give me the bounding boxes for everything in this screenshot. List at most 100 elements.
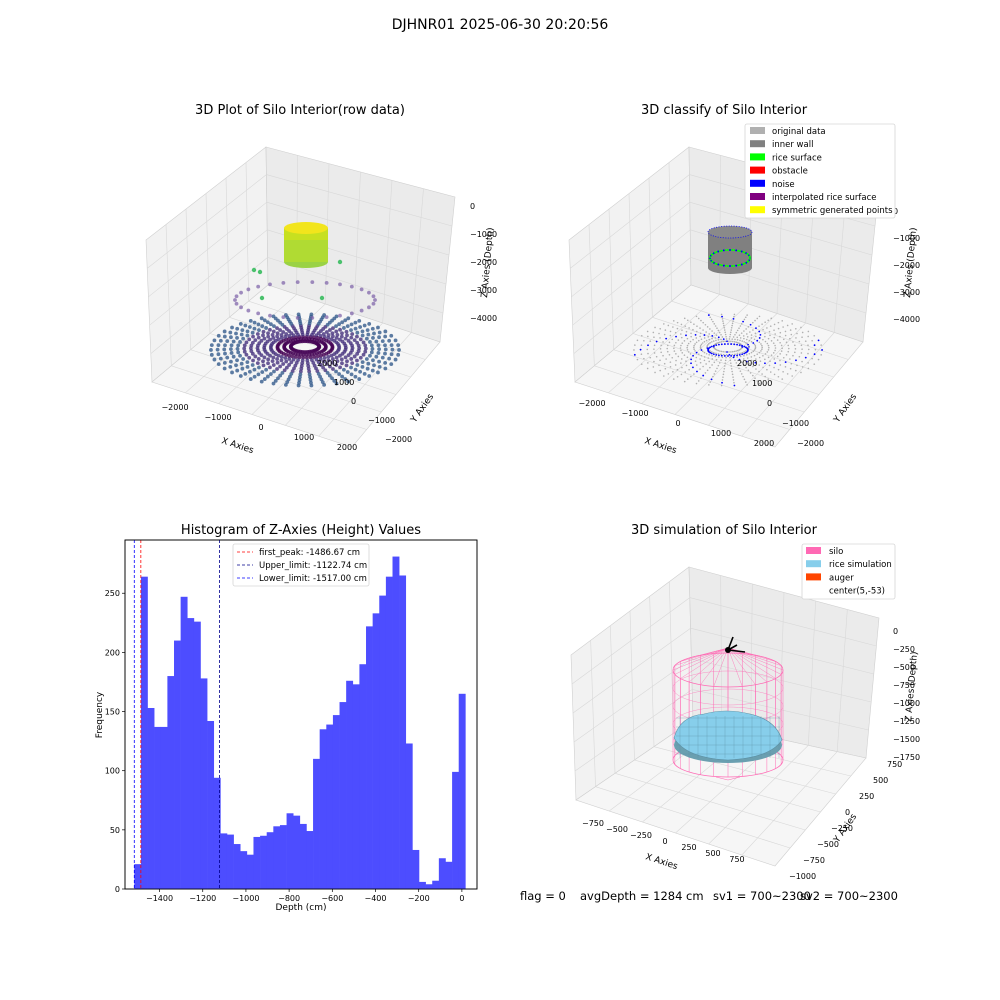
histogram-x-tick-label: −200 [408,894,430,903]
histogram-x-tick-label: 0 [459,894,464,903]
classify-x-tick-label: 2000 [754,439,774,448]
simulation-z-tick-label: −1000 [893,699,920,708]
histogram-bars [134,556,466,889]
classify-x-tick-label: 0 [675,419,680,428]
histogram-legend-entry: first_peak: -1486.67 cm [259,548,360,558]
simulation-z-axis-label: Z Axies (Depth) [904,651,920,722]
simulation-x-tick-label: −500 [606,825,628,834]
classify-x-tick-label: −1000 [621,409,648,418]
raw-y-axis-label: Y Axies [409,392,437,425]
simulation-x-axis-label: X Axies [644,852,679,872]
histogram-bar [452,771,460,889]
histogram-bar [160,726,168,889]
simulation-z-tick-label: −1750 [893,753,920,762]
raw-y-tick-label: −1000 [368,416,395,425]
histogram-bar [174,640,181,889]
simulation-x-tick-label: −750 [582,819,604,828]
classify-y-axis-label: Y Axies [832,392,860,425]
classify-y-tick-label: 0 [767,399,772,408]
simulation-rice-surface [673,710,783,763]
raw-3d-plot: −2000 −1000 0 1000 2000 −2000 −1000 0 1000 2000 0 −… [145,146,497,456]
classify-legend-entry: interpolated rice surface [772,193,877,203]
simulation-x-tick-label: 500 [705,849,720,858]
raw-x-tick-label: −2000 [161,403,188,412]
histogram-bar [346,680,354,889]
histogram-bar [432,880,440,889]
histogram-bar [213,777,221,889]
simulation-z-tick-label: −500 [893,663,915,672]
raw-z-tick-label: −4000 [470,314,497,323]
histogram-legend-entry: Upper_limit: -1122.74 cm [259,561,367,571]
histogram-bar [293,815,301,889]
figure-title: DJHNR01 2025-06-30 20:20:56 [391,17,609,33]
classify-plot-title: 3D classify of Silo Interior [640,103,808,118]
histogram-y-ticks: 0 50 100 150 200 250 [105,589,125,894]
classify-legend-entry: obstacle [772,167,808,177]
histogram-bar [332,715,340,889]
histogram-bar [246,854,254,889]
raw-3d-panes [145,146,456,448]
classify-legend-entry: rice surface [772,153,822,163]
histogram-bar [240,851,248,889]
histogram-bar [279,825,287,889]
histogram-bar [313,758,320,889]
histogram-x-tick-label: −400 [365,894,387,903]
histogram-bar [438,858,446,889]
simulation-y-tick-label: −1000 [789,872,816,881]
classify-legend-entry: inner wall [772,140,813,150]
histogram-title: Histogram of Z-Axies (Height) Values [180,523,422,538]
histogram-bar [140,576,148,889]
simulation-legend-entry: rice simulation [829,560,892,570]
histogram-bar [233,844,241,889]
classify-y-tick-label: −1000 [782,419,809,428]
raw-x-tick-label: 0 [258,423,263,432]
histogram-x-tick-label: −1400 [146,894,173,903]
classify-z-tick-label: −4000 [893,315,920,324]
histogram-bar [399,575,407,889]
simulation-y-tick-label: 750 [887,760,902,769]
raw-plot-title: 3D Plot of Silo Interior(row data) [195,103,405,118]
classify-x-tick-label: 1000 [711,429,731,438]
raw-point-cloud [209,245,401,388]
histogram-bar [180,596,188,889]
histogram-x-tick-label: −1000 [232,894,259,903]
status-flag: flag = 0 [520,889,566,903]
histogram-bar [458,693,466,889]
raw-y-tick-label: 2000 [317,359,337,368]
simulation-z-tick-label: −750 [893,681,915,690]
histogram-x-axis-label: Depth (cm) [275,903,326,913]
simulation-z-tick-label: −250 [893,645,915,654]
histogram-bar [187,618,195,889]
simulation-legend-entry: auger [829,573,854,583]
histogram-y-axis-label: Frequency [95,691,105,738]
auger-marker [725,636,746,653]
simulation-3d-plot: −750−500−2500250500750−1000−750−500−2500… [570,543,920,881]
histogram-y-tick-label: 150 [105,708,120,717]
histogram-legend-entry: Lower_limit: -1517.00 cm [259,574,367,584]
histogram-bar [147,707,155,889]
histogram-bar [412,849,420,889]
simulation-y-tick-label: −500 [817,840,839,849]
histogram-x-ticks: −1400 −1200 −1000 −800 −600 −400 −200 0 [146,889,464,903]
histogram-y-tick-label: 0 [115,885,120,894]
simulation-legend: silo rice simulation auger center(5,-53) [801,543,896,600]
simulation-x-tick-label: 750 [729,855,744,864]
classify-legend: original data inner wall rice surface obsta… [744,123,896,219]
classify-z-tick-label: −2000 [893,261,920,270]
histogram-bar [372,613,380,889]
classify-x-axis-label: X Axies [643,436,678,456]
raw-y-tick-label: 1000 [334,378,354,387]
raw-z-tick-label: −1000 [470,230,497,239]
classify-z-tick-label: 0 [893,207,898,216]
simulation-y-tick-label: −250 [831,824,853,833]
histogram-bar [339,702,347,889]
simulation-3d-ticks: −750−500−2500250500750−1000−750−500−2500… [582,627,920,881]
classify-legend-entry: symmetric generated points [772,206,893,216]
histogram-bar [299,823,307,889]
classify-z-tick-label: −3000 [893,288,920,297]
classify-rice-surface [709,249,751,267]
histogram-x-tick-label: −1200 [189,894,216,903]
classify-x-tick-label: −2000 [578,399,605,408]
raw-top-cylinder [284,222,328,268]
raw-x-tick-label: 2000 [337,443,357,452]
